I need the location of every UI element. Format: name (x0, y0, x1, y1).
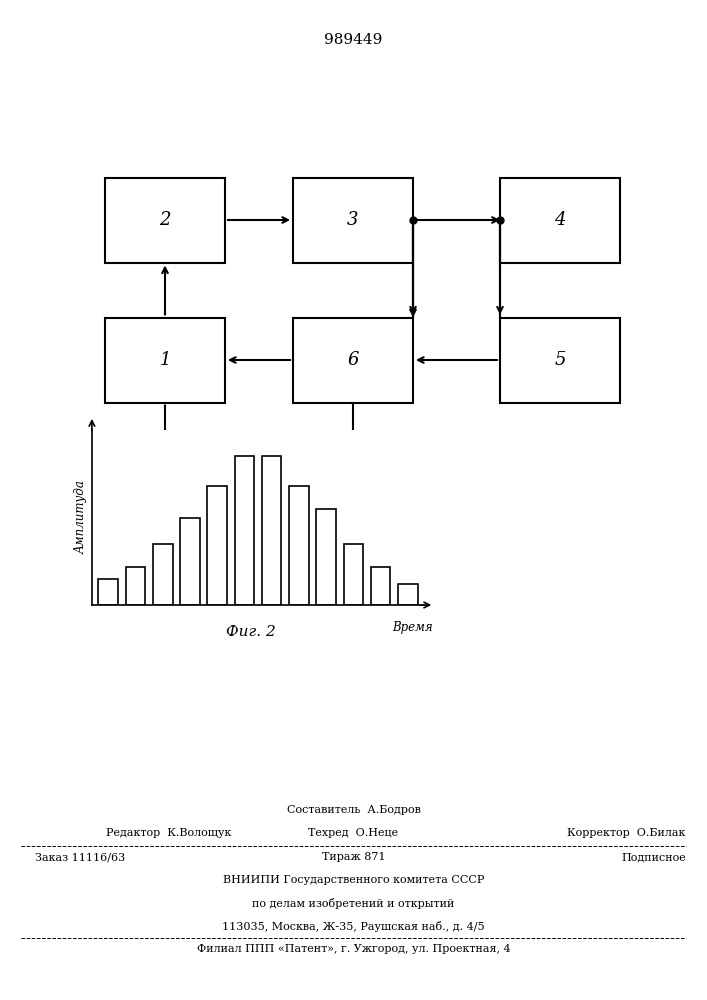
Text: 989449: 989449 (324, 33, 382, 47)
Bar (153, 544, 173, 605)
Bar (344, 544, 363, 605)
Bar (500, 318, 620, 402)
Bar (235, 456, 255, 605)
Bar (180, 518, 200, 605)
Bar (293, 318, 413, 402)
Text: 4: 4 (554, 211, 566, 229)
Text: Время: Время (392, 621, 433, 634)
Text: 1: 1 (159, 351, 171, 369)
Bar (398, 584, 418, 605)
Text: Составитель  А.Бодров: Составитель А.Бодров (286, 805, 421, 815)
Bar (105, 178, 225, 262)
Bar (105, 318, 225, 402)
Text: 3: 3 (347, 211, 358, 229)
Text: Филиал ППП «Патент», г. Ужгород, ул. Проектная, 4: Филиал ППП «Патент», г. Ужгород, ул. Про… (197, 944, 510, 954)
Text: Тираж 871: Тираж 871 (322, 852, 385, 862)
Text: по делам изобретений и открытий: по делам изобретений и открытий (252, 898, 455, 909)
Text: ВНИИПИ Государственного комитета СССР: ВНИИПИ Государственного комитета СССР (223, 875, 484, 885)
Y-axis label: Амплитуда: Амплитуда (75, 481, 88, 554)
Text: 5: 5 (554, 351, 566, 369)
Bar (105, 452, 225, 538)
Text: Фиг. 2: Фиг. 2 (226, 625, 276, 639)
Text: Редактор  К.Волощук: Редактор К.Волощук (106, 828, 231, 838)
Text: Фиг. 1: Фиг. 1 (285, 543, 335, 557)
Bar (500, 178, 620, 262)
Bar (262, 456, 281, 605)
Text: 113035, Москва, Ж-35, Раушская наб., д. 4/5: 113035, Москва, Ж-35, Раушская наб., д. … (222, 921, 485, 932)
Bar (98, 579, 118, 605)
Text: Корректор  О.Билак: Корректор О.Билак (568, 828, 686, 838)
Bar (289, 486, 309, 605)
Bar (316, 509, 336, 605)
Text: 2: 2 (159, 211, 171, 229)
Bar (126, 566, 146, 605)
Bar (207, 486, 227, 605)
Bar (293, 178, 413, 262)
Text: Подписное: Подписное (621, 852, 686, 862)
Text: Техред  О.Неце: Техред О.Неце (308, 828, 399, 838)
Text: Заказ 11116/63: Заказ 11116/63 (35, 852, 126, 862)
Text: 7: 7 (159, 486, 171, 504)
Bar (370, 566, 390, 605)
Text: 6: 6 (347, 351, 358, 369)
